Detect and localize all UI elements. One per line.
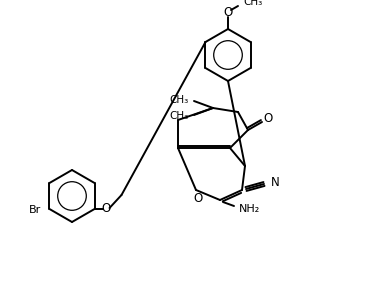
Text: Br: Br	[29, 205, 42, 215]
Text: O: O	[193, 193, 203, 206]
Text: CH₃: CH₃	[170, 95, 189, 105]
Text: O: O	[223, 6, 233, 19]
Text: CH₃: CH₃	[170, 111, 189, 121]
Text: O: O	[101, 202, 110, 215]
Text: CH₃: CH₃	[243, 0, 262, 7]
Text: O: O	[263, 113, 273, 125]
Text: N: N	[271, 175, 280, 188]
Text: NH₂: NH₂	[239, 204, 260, 214]
